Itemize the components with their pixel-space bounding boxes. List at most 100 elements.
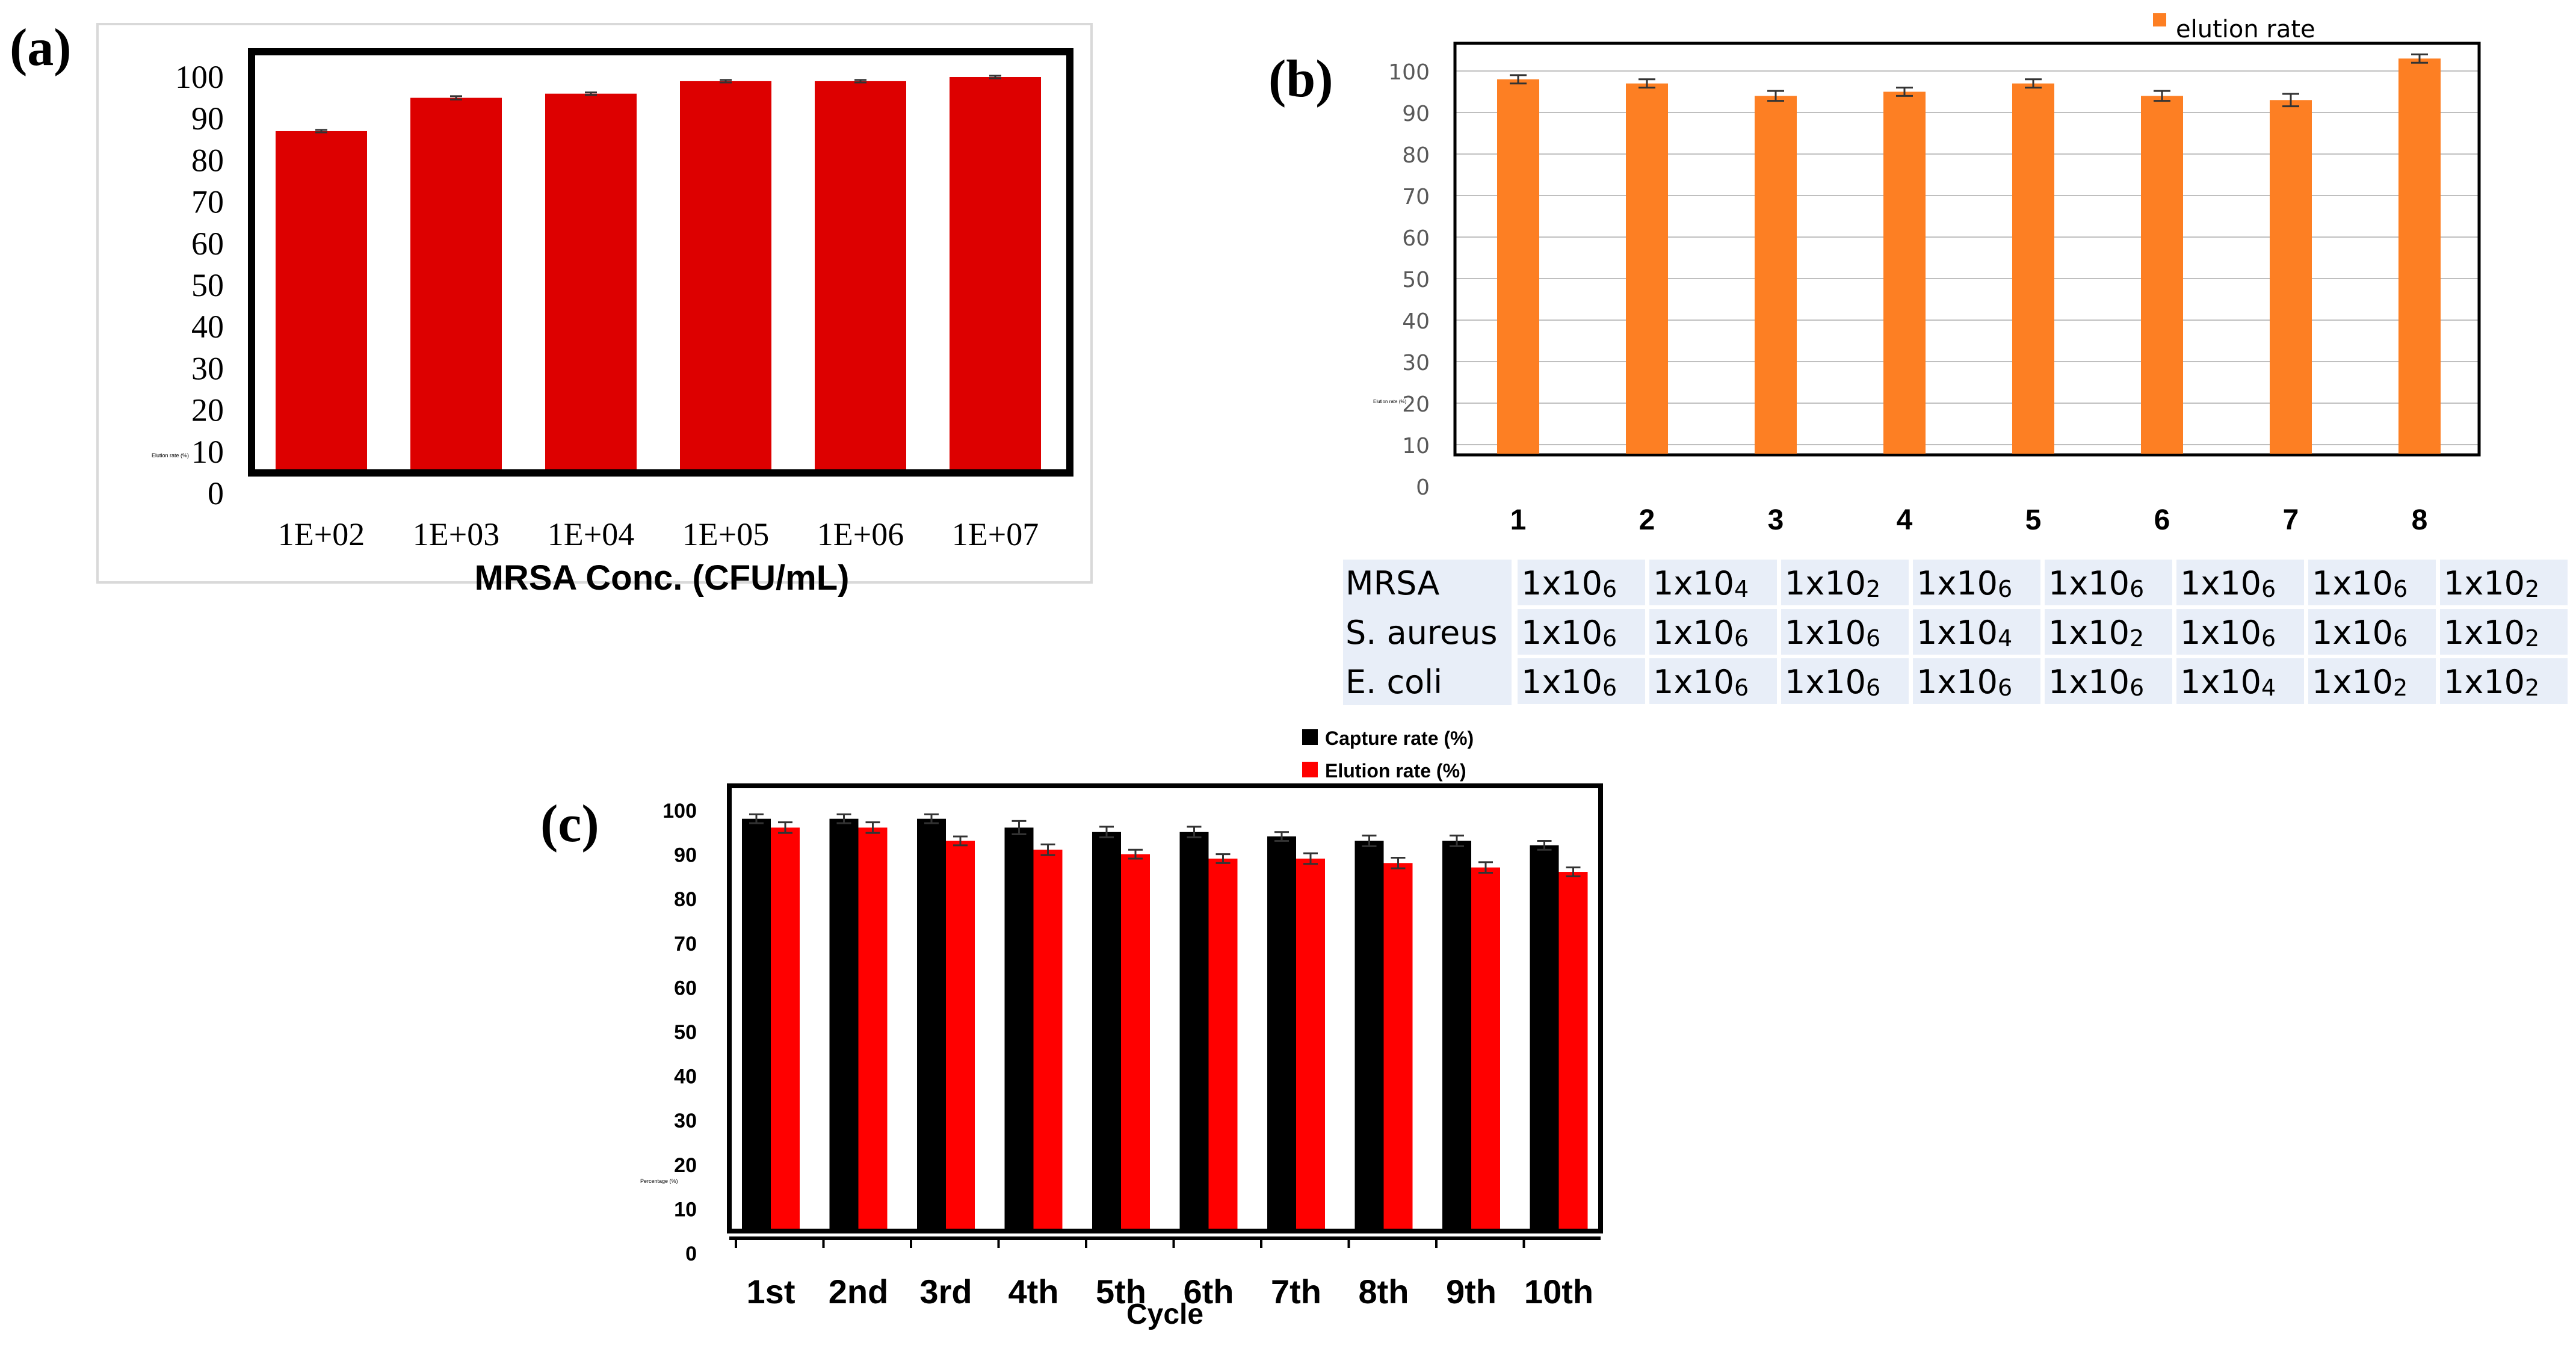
panel-a-ytick: 80	[191, 142, 224, 178]
panel-c-xtick: 3rd	[919, 1273, 972, 1310]
panel-b-table-cell-bg	[2176, 609, 2304, 655]
panel-c-ytick: 100	[663, 800, 697, 823]
panel-c-ylabel: Percentage (%)	[640, 1178, 678, 1184]
panel-b-table-cell-bg	[2440, 658, 2568, 704]
panel-b-table-cell-bg	[1518, 560, 1645, 605]
panel-b-table-cell: 1x106	[1521, 564, 1617, 602]
panel-c-legend-swatch-capture	[1302, 729, 1318, 745]
panel-b-table-cell: 1x104	[1917, 614, 2012, 652]
panel-a-ytick: 70	[191, 184, 224, 220]
panel-a-ytick: 60	[191, 226, 224, 262]
panel-b-error-bar	[1896, 87, 1913, 97]
panel-c-error-bar-elution	[865, 821, 880, 834]
panel-b-table-cell-bg	[1913, 609, 2040, 655]
panel-b-table-cell-bg	[1649, 658, 1777, 704]
panel-b-legend-swatch	[2153, 13, 2166, 26]
panel-b-table-header-bg	[1343, 560, 1512, 705]
panel-b-ytick: 10	[1402, 434, 1430, 458]
panel-b-bar	[1497, 79, 1539, 454]
panel-b-error-bar	[1510, 74, 1527, 85]
panel-b-table-cell: 1x106	[2312, 564, 2408, 602]
panel-label-c: (c)	[540, 795, 599, 853]
panel-a-xtick: 1E+06	[817, 516, 904, 552]
panel-c-error-bar-capture	[749, 813, 764, 824]
panel-c-bar-elution	[1033, 850, 1063, 1229]
panel-c-ytick: 20	[674, 1154, 697, 1177]
panel-a-ytick: 10	[191, 434, 224, 470]
panel-b-plot-frame	[1453, 42, 2481, 457]
panel-c-bar-capture	[1530, 845, 1559, 1229]
panel-a-error-bar	[854, 79, 866, 84]
panel-c-error-bar-elution	[1128, 848, 1143, 860]
panel-c-chart: 0 10 20 30 40 50 60 70 80 90 100 1st 2nd 3rd 4th 5th 6t…	[640, 727, 1603, 1330]
panel-c-error-bar-elution	[1215, 853, 1231, 864]
panel-c-error-bar-capture	[836, 813, 851, 824]
panel-a-error-bar	[989, 75, 1001, 79]
panel-b-xtick: 4	[1897, 504, 1913, 536]
panel-a-ytick: 90	[191, 100, 224, 137]
panel-c-ytick: 70	[674, 933, 697, 955]
panel-c-ytick: 10	[674, 1198, 697, 1221]
panel-b-ytick: 90	[1402, 102, 1430, 126]
panel-c-xtick: 9th	[1446, 1273, 1496, 1310]
panel-a-ytick: 20	[191, 392, 224, 428]
panel-a-error-bar	[720, 79, 732, 84]
panel-c-bar-capture	[1267, 836, 1296, 1229]
panel-b-xtick: 7	[2283, 504, 2299, 536]
panel-b-ytick: 70	[1402, 185, 1430, 209]
panel-c-bar-capture	[829, 818, 859, 1229]
panel-b-table-cell-bg	[1781, 609, 1909, 655]
panel-b-table-cell: 1x106	[2048, 564, 2144, 602]
panel-c-error-bar-capture	[1537, 840, 1552, 851]
panel-b-error-bar	[1639, 78, 1655, 89]
panel-a-error-bar	[450, 95, 462, 100]
panel-b-table-cell-bg	[1781, 560, 1909, 605]
panel-b-table-cell: 1x106	[1521, 663, 1617, 701]
panel-b-table-cell-bg	[2308, 609, 2436, 655]
panel-a-ytick: 0	[208, 475, 224, 511]
panel-label-a: (a)	[10, 19, 72, 77]
panel-a-xtick: 1E+04	[548, 516, 634, 552]
panel-b-table-cell-bg	[2045, 560, 2172, 605]
panel-a-bar	[680, 81, 771, 470]
panel-b-error-bar	[2282, 93, 2299, 108]
panel-b-ytick: 30	[1402, 351, 1430, 375]
panel-b-table-cell-bg	[1913, 658, 2040, 704]
panel-b-table-cell-bg	[2308, 658, 2436, 704]
panel-b-table-row-label: S. aureus	[1345, 614, 1498, 652]
panel-c-plot-frame	[727, 783, 1603, 1233]
panel-b-table-cell: 1x102	[2444, 663, 2539, 701]
panel-b-ytick: 40	[1402, 309, 1430, 334]
panel-c-ytick: 50	[674, 1021, 697, 1044]
panel-a-ytick: 50	[191, 267, 224, 303]
panel-c-bar-elution	[1383, 863, 1413, 1229]
panel-b-error-bar	[2025, 78, 2042, 89]
panel-b-ytick: 0	[1416, 475, 1430, 500]
panel-c-bar-capture	[1354, 841, 1384, 1229]
panel-c-xtick: 4th	[1008, 1273, 1059, 1310]
panel-b-bar	[1626, 83, 1668, 454]
panel-b-table-cell: 1x106	[2048, 663, 2144, 701]
panel-c-ytick: 30	[674, 1110, 697, 1132]
panel-b-table-cell: 1x102	[2444, 564, 2539, 602]
panel-c-error-bar-elution	[1478, 861, 1493, 874]
panel-b-error-bar	[2154, 90, 2170, 102]
panel-b-table-cell-bg	[1518, 658, 1645, 704]
panel-b-xtick: 6	[2154, 504, 2170, 536]
panel-a-ylabel: Elution rate (%)	[152, 452, 189, 458]
panel-a-ytick: 40	[191, 309, 224, 345]
panel-c-xlabel: Cycle	[1126, 1298, 1203, 1330]
panel-c-error-bar-elution	[953, 835, 968, 847]
panel-a-plot-frame	[248, 48, 1073, 477]
panel-a-bar	[815, 81, 906, 470]
panel-c-error-bar-elution	[1040, 843, 1055, 856]
panel-a-bar	[545, 93, 637, 469]
panel-c-bar-elution	[946, 841, 975, 1229]
panel-b-chart: 0 10 20 30 40 50 60 70 80 90 100 1 2 3 4 5 6 7 8 elution …	[1343, 13, 2568, 705]
panel-b-xtick: 5	[2025, 504, 2042, 536]
panel-c-xtick: 2nd	[829, 1273, 889, 1310]
panel-c-error-bar-capture	[1362, 835, 1377, 847]
panel-a-bar	[950, 77, 1041, 469]
panel-b-bar	[2398, 58, 2441, 454]
